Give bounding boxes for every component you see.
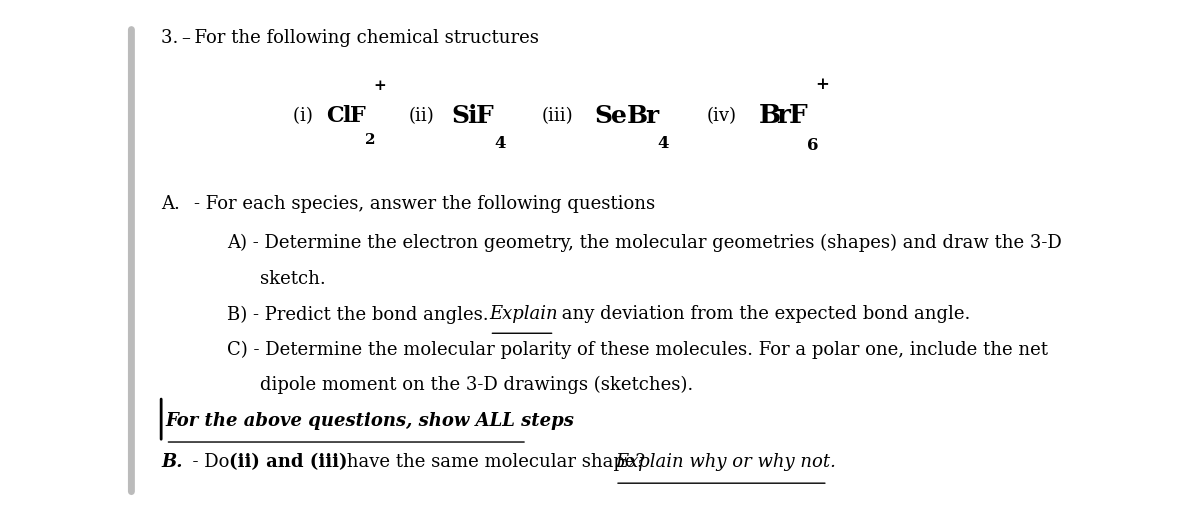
Text: - Do: - Do: [181, 453, 235, 471]
Text: C: C: [326, 105, 344, 127]
Text: F: F: [349, 105, 365, 127]
Text: S: S: [451, 104, 469, 128]
Text: S: S: [594, 104, 612, 128]
Text: B.: B.: [161, 453, 182, 471]
Text: 3. – For the following chemical structures: 3. – For the following chemical structur…: [161, 29, 539, 48]
Text: have the same molecular shape?: have the same molecular shape?: [341, 453, 650, 471]
Text: (iv): (iv): [707, 107, 737, 125]
Text: dipole moment on the 3-D drawings (sketches).: dipole moment on the 3-D drawings (sketc…: [260, 376, 694, 394]
Text: (ii) and (iii): (ii) and (iii): [229, 453, 348, 471]
Text: 4: 4: [656, 135, 668, 152]
Text: +: +: [816, 76, 829, 92]
Text: B: B: [628, 104, 648, 128]
Text: (ii): (ii): [409, 107, 434, 125]
Text: For the above questions, show ALL steps: For the above questions, show ALL steps: [166, 411, 575, 430]
Text: r: r: [644, 104, 658, 128]
Text: i: i: [468, 104, 476, 128]
Text: (iii): (iii): [541, 107, 572, 125]
Text: Explain: Explain: [490, 305, 558, 323]
Text: 2: 2: [365, 133, 376, 147]
Text: sketch.: sketch.: [260, 270, 326, 288]
Text: Explain why or why not.: Explain why or why not.: [616, 453, 836, 471]
Text: 6: 6: [806, 137, 818, 154]
Text: (i): (i): [293, 107, 319, 125]
Text: - For each species, answer the following questions: - For each species, answer the following…: [194, 195, 655, 213]
Text: F: F: [790, 103, 808, 128]
Text: F: F: [476, 104, 494, 128]
Text: l: l: [342, 105, 350, 127]
Text: A) - Determine the electron geometry, the molecular geometries (shapes) and draw: A) - Determine the electron geometry, th…: [227, 234, 1062, 252]
Text: +: +: [374, 79, 386, 94]
Text: C) - Determine the molecular polarity of these molecules. For a polar one, inclu: C) - Determine the molecular polarity of…: [227, 341, 1049, 359]
Text: r: r: [776, 103, 790, 128]
Text: B: B: [758, 103, 780, 128]
Text: A.: A.: [161, 195, 180, 213]
Text: B) - Predict the bond angles.: B) - Predict the bond angles.: [227, 305, 494, 323]
Text: any deviation from the expected bond angle.: any deviation from the expected bond ang…: [556, 305, 970, 323]
Text: 4: 4: [494, 135, 505, 152]
Text: e: e: [611, 104, 626, 128]
